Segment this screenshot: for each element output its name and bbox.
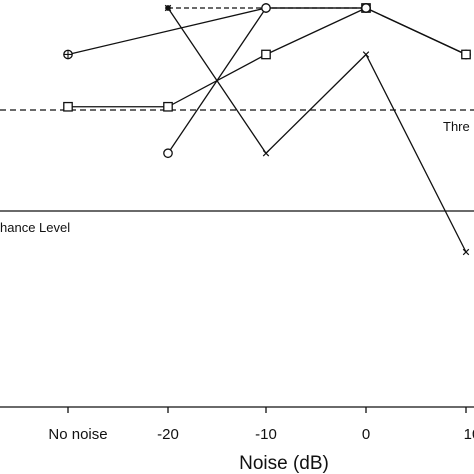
data-point bbox=[361, 3, 371, 13]
reference-lines-layer: Thre hance Level bbox=[0, 109, 474, 235]
data-point bbox=[163, 148, 173, 159]
data-point bbox=[462, 248, 470, 256]
reference-line-label: Thre bbox=[443, 119, 470, 134]
series-line bbox=[167, 7, 467, 253]
data-point bbox=[163, 101, 173, 112]
series-line bbox=[167, 7, 366, 154]
x-axis-title: Noise (dB) bbox=[239, 453, 329, 474]
data-point bbox=[261, 3, 271, 13]
data-point bbox=[362, 51, 370, 58]
series-square bbox=[63, 3, 471, 112]
series-star bbox=[164, 4, 470, 256]
series-line bbox=[67, 7, 467, 56]
x-tick-label: No noise bbox=[48, 426, 107, 443]
data-point bbox=[63, 101, 73, 112]
data-point-cross bbox=[63, 50, 73, 59]
data-point bbox=[461, 49, 471, 60]
data-point bbox=[262, 150, 270, 157]
series-layer bbox=[63, 3, 471, 256]
reference-line-label: hance Level bbox=[0, 220, 70, 235]
data-point bbox=[261, 49, 271, 60]
x-axis: No noise -20 -10 0 10 bbox=[0, 406, 474, 443]
data-point bbox=[164, 4, 172, 12]
series-circle bbox=[163, 3, 371, 159]
x-tick-label: 10 bbox=[464, 426, 474, 443]
x-tick-label: -10 bbox=[255, 426, 277, 443]
x-tick-label: -20 bbox=[157, 426, 179, 443]
x-tick-label: 0 bbox=[362, 426, 370, 443]
